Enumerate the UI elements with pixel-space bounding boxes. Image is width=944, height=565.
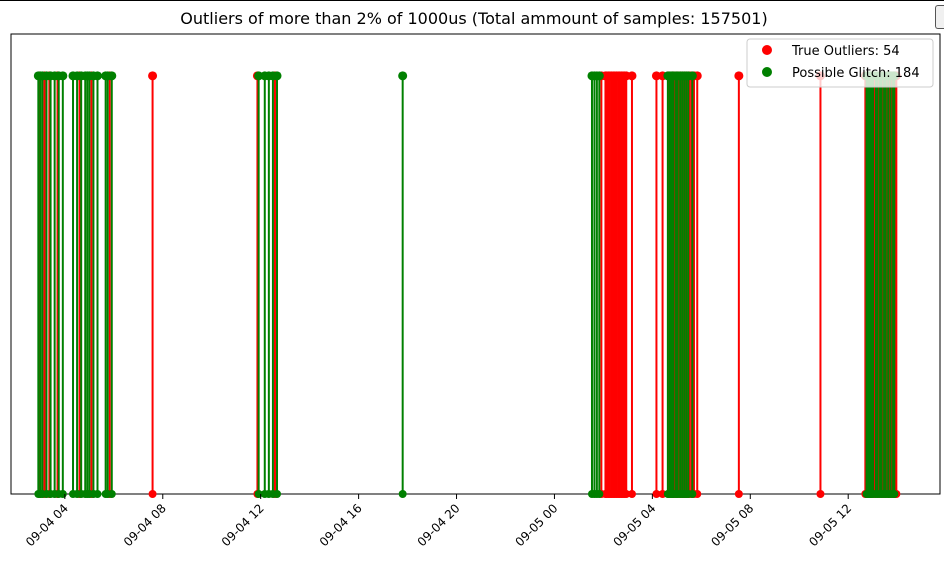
x-axis: 09-04 04 09-04 08 09-04 12 09-04 16 09-04 20… <box>23 494 854 549</box>
true-outlier-baseline-marker <box>816 490 825 498</box>
x-tick-label: 09-04 12 <box>219 501 267 549</box>
chart-title: Outliers of more than 2% of 1000us (Tota… <box>180 9 767 28</box>
x-tick-label: 09-05 12 <box>806 501 854 549</box>
legend-label-true-outliers: True Outliers: 54 <box>791 44 900 59</box>
plot-area <box>10 33 941 495</box>
legend-label-possible-glitch: Possible Glitch: 184 <box>792 66 920 81</box>
x-tick-label: 09-04 08 <box>121 501 169 549</box>
true-outlier-baseline-marker <box>148 490 157 498</box>
possible-glitch-baseline-marker <box>93 490 102 498</box>
legend-marker-possible-glitch <box>762 67 772 77</box>
possible-glitch-marker <box>92 71 102 81</box>
possible-glitch-marker <box>398 71 408 81</box>
x-tick-label: 09-04 04 <box>23 501 71 549</box>
x-tick-label: 09-05 08 <box>708 501 756 549</box>
x-tick-label: 09-04 16 <box>317 501 365 549</box>
true-outlier-baseline-marker <box>734 490 743 498</box>
possible-glitch-marker <box>58 71 68 81</box>
possible-glitch-baseline-marker <box>890 490 899 498</box>
window-corner-widget[interactable] <box>935 5 944 29</box>
legend-box <box>746 38 934 88</box>
true-outlier-marker <box>148 71 158 81</box>
possible-glitch-marker <box>594 71 604 81</box>
x-tick-label: 09-05 00 <box>513 501 561 549</box>
possible-glitch-baseline-marker <box>273 490 282 498</box>
x-tick-label: 09-04 20 <box>415 501 463 549</box>
legend: True Outliers: 54 Possible Glitch: 184 <box>746 38 934 88</box>
possible-glitch-marker <box>107 71 117 81</box>
possible-glitch-baseline-marker <box>107 490 116 498</box>
possible-glitch-baseline-marker <box>398 490 407 498</box>
possible-glitch-baseline-marker <box>688 490 697 498</box>
window-top-border <box>0 0 944 1</box>
true-outlier-baseline-marker <box>627 490 636 498</box>
legend-marker-true-outliers <box>762 45 772 55</box>
true-outlier-marker <box>734 71 744 81</box>
true-outlier-marker <box>627 71 637 81</box>
x-tick-label: 09-05 04 <box>610 501 658 549</box>
true-outlier-baseline-marker <box>652 490 661 498</box>
possible-glitch-series <box>33 71 899 498</box>
true-outlier-baseline-marker <box>622 490 631 498</box>
possible-glitch-marker <box>687 71 697 81</box>
possible-glitch-baseline-marker <box>58 490 67 498</box>
possible-glitch-marker <box>272 71 282 81</box>
possible-glitch-baseline-marker <box>595 490 604 498</box>
